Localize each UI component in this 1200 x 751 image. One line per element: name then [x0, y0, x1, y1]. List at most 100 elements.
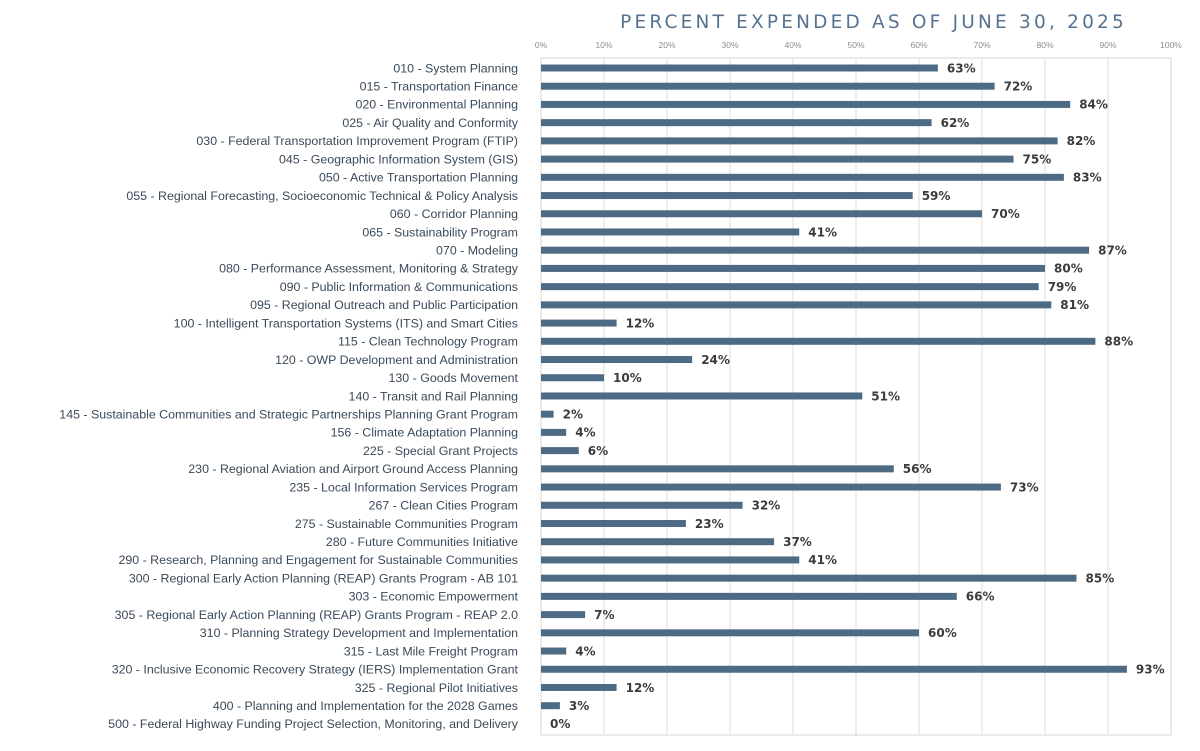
bar	[541, 428, 567, 436]
category-label: 303 - Economic Empowerment	[349, 590, 519, 604]
bar	[541, 410, 554, 418]
x-tick-label: 70%	[973, 40, 990, 50]
x-axis-ticks: 0% 10% 20% 30% 40% 50% 60% 70% 80% 90% 100%	[535, 40, 1182, 50]
chart-title: PERCENT EXPENDED AS OF JUNE 30, 2025	[620, 12, 1127, 33]
value-label: 3%	[569, 699, 589, 713]
bar	[541, 592, 957, 600]
category-label: 145 - Sustainable Communities and Strate…	[59, 407, 518, 421]
bar	[541, 501, 743, 509]
value-label: 37%	[783, 535, 812, 549]
bar	[541, 520, 686, 527]
value-label: 88%	[1104, 335, 1133, 349]
bar	[541, 137, 1058, 145]
value-label: 83%	[1073, 171, 1102, 185]
category-label: 235 - Local Information Services Program	[289, 480, 518, 494]
value-label: 75%	[1023, 152, 1052, 166]
bar	[541, 374, 604, 382]
x-tick-label: 20%	[658, 40, 675, 50]
bar	[541, 665, 1127, 673]
value-label: 51%	[871, 389, 900, 403]
value-label: 82%	[1067, 134, 1096, 148]
category-label: 030 - Federal Transportation Improvement…	[196, 134, 518, 148]
value-label: 4%	[575, 426, 595, 440]
value-label: 80%	[1054, 262, 1083, 276]
bar	[541, 210, 982, 218]
value-label: 12%	[626, 681, 655, 695]
x-tick-label: 100%	[1160, 40, 1182, 50]
category-label: 130 - Goods Movement	[389, 371, 519, 385]
value-label: 85%	[1086, 571, 1115, 585]
category-label: 500 - Federal Highway Funding Project Se…	[108, 717, 519, 731]
category-label: 080 - Performance Assessment, Monitoring…	[219, 262, 519, 276]
value-label: 66%	[966, 590, 995, 604]
category-label: 065 - Sustainability Program	[362, 225, 518, 239]
value-label: 72%	[1004, 80, 1033, 94]
bar	[541, 100, 1071, 108]
bar	[541, 246, 1090, 254]
value-label: 2%	[563, 407, 583, 421]
x-tick-label: 90%	[1099, 40, 1116, 50]
category-label: 315 - Last Mile Freight Program	[344, 644, 518, 658]
x-tick-label: 50%	[847, 40, 864, 50]
bar	[541, 447, 579, 455]
category-label: 070 - Modeling	[436, 244, 518, 258]
category-label: 310 - Planning Strategy Development and …	[200, 626, 518, 640]
category-label: 267 - Clean Cities Program	[369, 499, 518, 513]
bar	[541, 465, 894, 473]
bar	[541, 319, 617, 327]
bar	[541, 611, 586, 619]
x-tick-label: 10%	[595, 40, 612, 50]
bar-layer	[541, 64, 1127, 710]
category-label: 090 - Public Information & Communication…	[280, 280, 518, 294]
bar	[541, 173, 1064, 181]
category-label: 055 - Regional Forecasting, Socioeconomi…	[126, 189, 518, 203]
category-label: 100 - Intelligent Transportation Systems…	[174, 316, 518, 330]
category-label: 140 - Transit and Rail Planning	[349, 389, 519, 403]
value-label: 73%	[1010, 480, 1039, 494]
bar	[541, 337, 1096, 345]
x-tick-label: 30%	[721, 40, 738, 50]
bar	[541, 629, 919, 637]
value-label: 59%	[922, 189, 951, 203]
value-label: 12%	[626, 316, 655, 330]
value-label: 7%	[594, 608, 614, 622]
x-tick-label: 80%	[1036, 40, 1053, 50]
value-label: 41%	[808, 553, 837, 567]
bar	[541, 538, 775, 546]
category-label: 305 - Regional Early Action Planning (RE…	[115, 608, 518, 622]
bar	[541, 283, 1039, 291]
category-label: 290 - Research, Planning and Engagement …	[119, 553, 519, 567]
value-label: 10%	[613, 371, 642, 385]
category-label: 275 - Sustainable Communities Program	[295, 517, 518, 531]
value-labels: 63% 72% 84% 62% 82% 75% 83% 59% 70% 41% 87% 80% 79% 8…	[550, 61, 1165, 731]
bar	[541, 483, 1001, 491]
category-labels: 010 - System Planning 015 - Transportatio…	[59, 61, 519, 731]
bar	[541, 356, 693, 364]
value-label: 93%	[1136, 663, 1165, 677]
category-label: 230 - Regional Aviation and Airport Grou…	[188, 462, 518, 476]
category-label: 300 - Regional Early Action Planning (RE…	[129, 571, 518, 585]
value-label: 62%	[941, 116, 970, 130]
category-label: 015 - Transportation Finance	[360, 80, 519, 94]
category-label: 095 - Regional Outreach and Public Parti…	[250, 298, 518, 312]
value-label: 70%	[991, 207, 1020, 221]
category-label: 050 - Active Transportation Planning	[319, 171, 518, 185]
x-tick-label: 0%	[535, 40, 548, 50]
bar	[541, 192, 913, 200]
value-label: 56%	[903, 462, 932, 476]
value-label: 81%	[1060, 298, 1089, 312]
x-tick-label: 60%	[910, 40, 927, 50]
value-label: 41%	[808, 225, 837, 239]
bar	[541, 301, 1052, 309]
value-label: 79%	[1048, 280, 1077, 294]
category-label: 280 - Future Communities Initiative	[326, 535, 518, 549]
bar	[541, 574, 1077, 582]
bar	[541, 228, 800, 236]
bar	[541, 64, 938, 72]
bar	[541, 119, 932, 127]
category-label: 320 - Inclusive Economic Recovery Strate…	[112, 663, 519, 677]
category-label: 120 - OWP Development and Administration	[275, 353, 518, 367]
bar	[541, 82, 995, 90]
